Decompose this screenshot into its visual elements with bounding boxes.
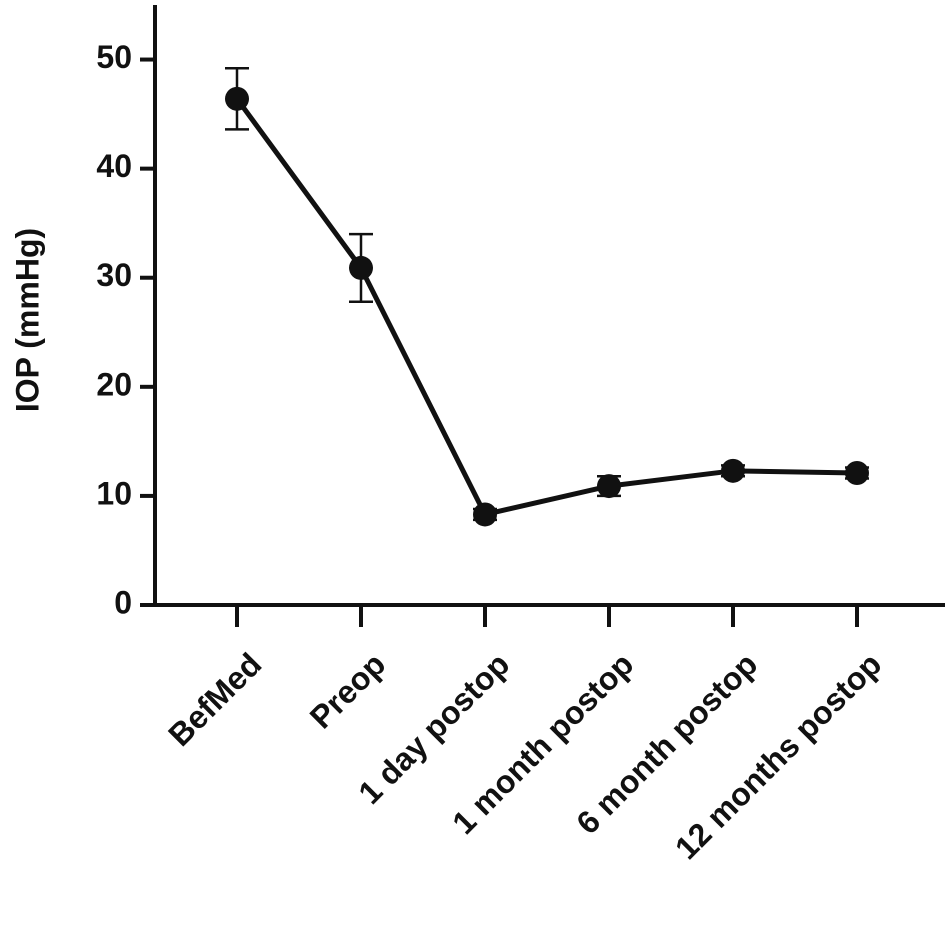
x-tick-label: Preop: [303, 646, 393, 736]
y-tick-label: 10: [96, 475, 132, 511]
line: [234, 97, 858, 518]
y-tick-label: 20: [96, 366, 132, 402]
marker: [225, 86, 249, 111]
x-tick-label: 12 months postop: [668, 646, 888, 866]
y-tick-label: 0: [114, 584, 132, 620]
x-tick-label: BefMed: [161, 646, 268, 753]
y-tick-label: 40: [96, 148, 132, 184]
marker: [721, 458, 745, 483]
y-tick-label: 30: [96, 257, 132, 293]
y-axis-label: IOP (mmHg): [9, 228, 45, 412]
y-tick-label: 50: [96, 39, 132, 75]
marker: [597, 474, 621, 499]
marker: [473, 502, 497, 527]
marker: [845, 461, 869, 485]
marker: [349, 255, 373, 280]
